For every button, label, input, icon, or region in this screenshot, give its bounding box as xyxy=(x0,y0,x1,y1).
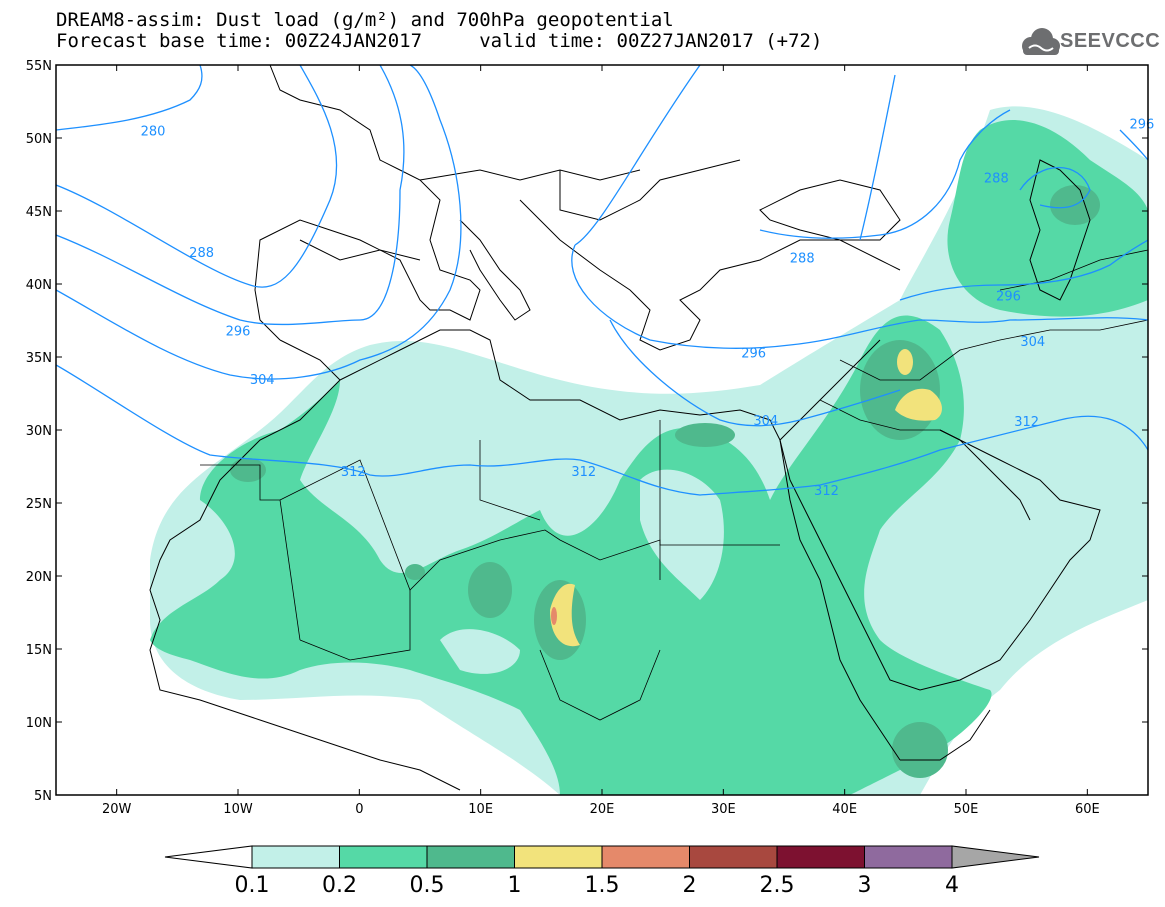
colorbar-label: 0.5 xyxy=(410,873,445,898)
colorbar-under-triangle xyxy=(164,845,253,869)
colorbar-segment xyxy=(514,845,603,869)
lat-label: 20N xyxy=(26,570,52,585)
colorbar: 0.1 0.2 0.5 1 1.5 2 2.5 3 4 xyxy=(164,845,1040,898)
lon-label: 40E xyxy=(832,802,857,817)
lat-label: 50N xyxy=(26,132,52,147)
isoline-label: 288 xyxy=(984,171,1009,186)
colorbar-segment xyxy=(601,845,690,869)
lat-label: 55N xyxy=(26,59,52,74)
coastlines-and-borders xyxy=(149,65,1148,791)
lat-label: 30N xyxy=(26,424,52,439)
lon-label: 10E xyxy=(468,802,493,817)
colorbar-segment xyxy=(339,845,428,869)
dust-level-yellow xyxy=(550,349,942,647)
longitude-axis: 20W 10W 0 10E 20E 30E 40E 50E 60E xyxy=(102,65,1100,817)
geopotential-isolines xyxy=(56,65,1148,496)
isoline-label: 296 xyxy=(996,290,1021,305)
lat-label: 40N xyxy=(26,278,52,293)
isoline-label: 288 xyxy=(189,246,214,261)
colorbar-label: 0.1 xyxy=(235,873,270,898)
lon-label: 60E xyxy=(1075,802,1100,817)
dust-level-orange xyxy=(551,607,557,625)
lat-label: 5N xyxy=(34,789,52,804)
colorbar-label: 1.5 xyxy=(585,873,620,898)
lon-label: 30E xyxy=(711,802,736,817)
colorbar-label: 3 xyxy=(858,873,872,898)
colorbar-label: 2.5 xyxy=(760,873,795,898)
map-title-line-2: Forecast base time: 00Z24JAN2017 valid t… xyxy=(56,30,823,52)
lon-label: 0 xyxy=(355,802,363,817)
isoline-label: 296 xyxy=(1130,117,1155,132)
isoline-label: 312 xyxy=(571,465,596,480)
colorbar-segment xyxy=(251,845,340,869)
isoline-label: 312 xyxy=(1014,415,1039,430)
lat-label: 10N xyxy=(26,716,52,731)
lon-label: 20E xyxy=(590,802,615,817)
colorbar-segment xyxy=(776,845,865,869)
latitude-axis: 55N 50N 45N 40N 35N 30N 25N 20N 15N 10N 5N xyxy=(26,59,1148,804)
colorbar-label: 4 xyxy=(945,873,959,898)
isoline-label: 312 xyxy=(341,465,366,480)
colorbar-segment xyxy=(426,845,515,869)
colorbar-over-triangle xyxy=(951,845,1040,869)
seevccc-logo xyxy=(1022,28,1060,55)
isoline-label: 280 xyxy=(141,125,166,140)
lat-label: 45N xyxy=(26,205,52,220)
colorbar-segment xyxy=(864,845,953,869)
lat-label: 15N xyxy=(26,643,52,658)
colorbar-label: 1 xyxy=(508,873,522,898)
logo-text: SEEVCCC xyxy=(1060,30,1161,52)
colorbar-label: 0.2 xyxy=(322,873,357,898)
lon-label: 20W xyxy=(102,802,132,817)
colorbar-segment xyxy=(689,845,778,869)
lat-label: 25N xyxy=(26,497,52,512)
isoline-label: 304 xyxy=(1020,335,1045,350)
lat-label: 35N xyxy=(26,351,52,366)
isoline-label: 288 xyxy=(790,252,815,267)
isoline-label: 304 xyxy=(250,373,275,388)
lon-label: 50E xyxy=(954,802,979,817)
isoline-label: 296 xyxy=(741,347,766,362)
lon-label: 10W xyxy=(223,802,253,817)
isoline-label: 312 xyxy=(814,484,839,499)
isoline-label: 296 xyxy=(226,325,251,340)
isoline-label: 304 xyxy=(753,414,778,429)
map-title-line-1: DREAM8-assim: Dust load (g/m²) and 700hP… xyxy=(56,9,674,31)
dust-shading xyxy=(150,106,1148,795)
colorbar-label: 2 xyxy=(683,873,697,898)
dust-level-medium xyxy=(150,120,1148,795)
